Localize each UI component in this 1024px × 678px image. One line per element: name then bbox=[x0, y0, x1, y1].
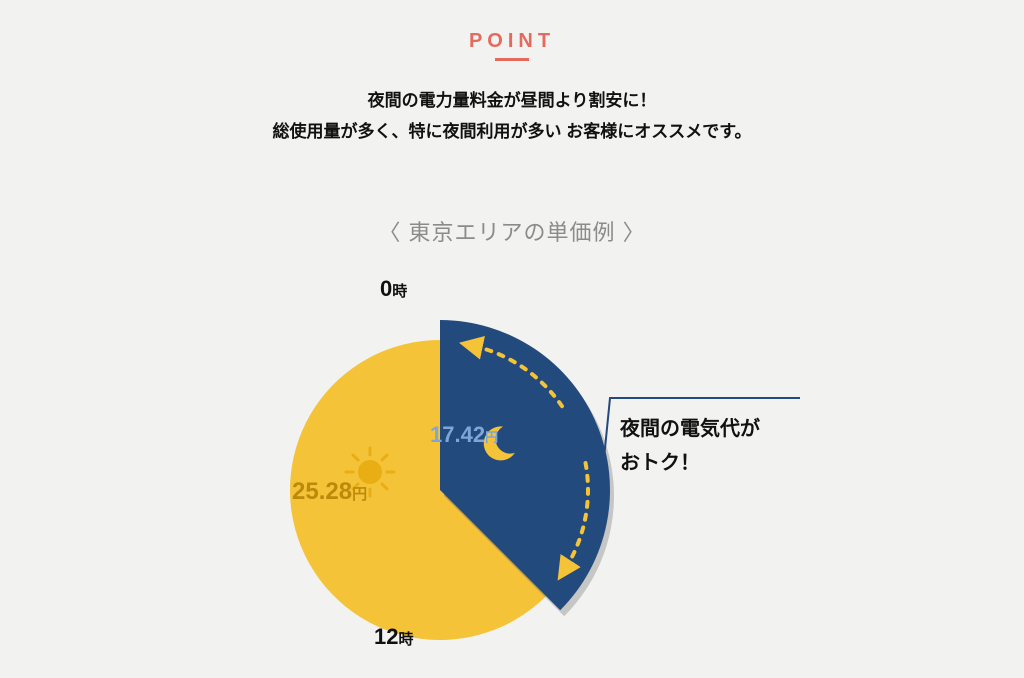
hour-suffix-top: 時 bbox=[392, 283, 407, 300]
callout-line-1: 夜間の電気代が bbox=[620, 418, 760, 440]
lead-text: 夜間の電力量料金が昼間より割安に！ 総使用量が多く、特に夜間利用が多い お客様に… bbox=[0, 85, 1024, 148]
night-price-unit: 円 bbox=[485, 430, 498, 445]
moon-cutout bbox=[496, 425, 525, 454]
night-price-value: 17.42 bbox=[430, 422, 485, 447]
callout-line-2: おトク！ bbox=[620, 452, 700, 474]
subtitle: 〈 東京エリアの単価例 〉 bbox=[0, 215, 1024, 247]
point-underline bbox=[495, 58, 529, 61]
lead-line-2: 総使用量が多く、特に夜間利用が多い お客様にオススメです。 bbox=[272, 122, 751, 141]
lead-line-1: 夜間の電力量料金が昼間より割安に！ bbox=[368, 91, 657, 110]
day-price-unit: 円 bbox=[352, 486, 367, 503]
hour-suffix-bottom: 時 bbox=[398, 631, 413, 648]
hour-12: 12 bbox=[374, 624, 398, 649]
callout-text: 夜間の電気代が おトク！ bbox=[620, 412, 760, 480]
infographic-root: POINT 夜間の電力量料金が昼間より割安に！ 総使用量が多く、特に夜間利用が多… bbox=[0, 0, 1024, 678]
clock-label-top: 0時 bbox=[380, 276, 407, 302]
hour-0: 0 bbox=[380, 276, 392, 301]
clock-label-bottom: 12時 bbox=[374, 624, 414, 650]
night-price: 17.42円 bbox=[430, 422, 498, 448]
pie-chart bbox=[260, 310, 570, 620]
point-badge: POINT bbox=[469, 30, 555, 53]
day-price: 25.28円 bbox=[292, 478, 367, 506]
day-price-value: 25.28 bbox=[292, 478, 352, 505]
